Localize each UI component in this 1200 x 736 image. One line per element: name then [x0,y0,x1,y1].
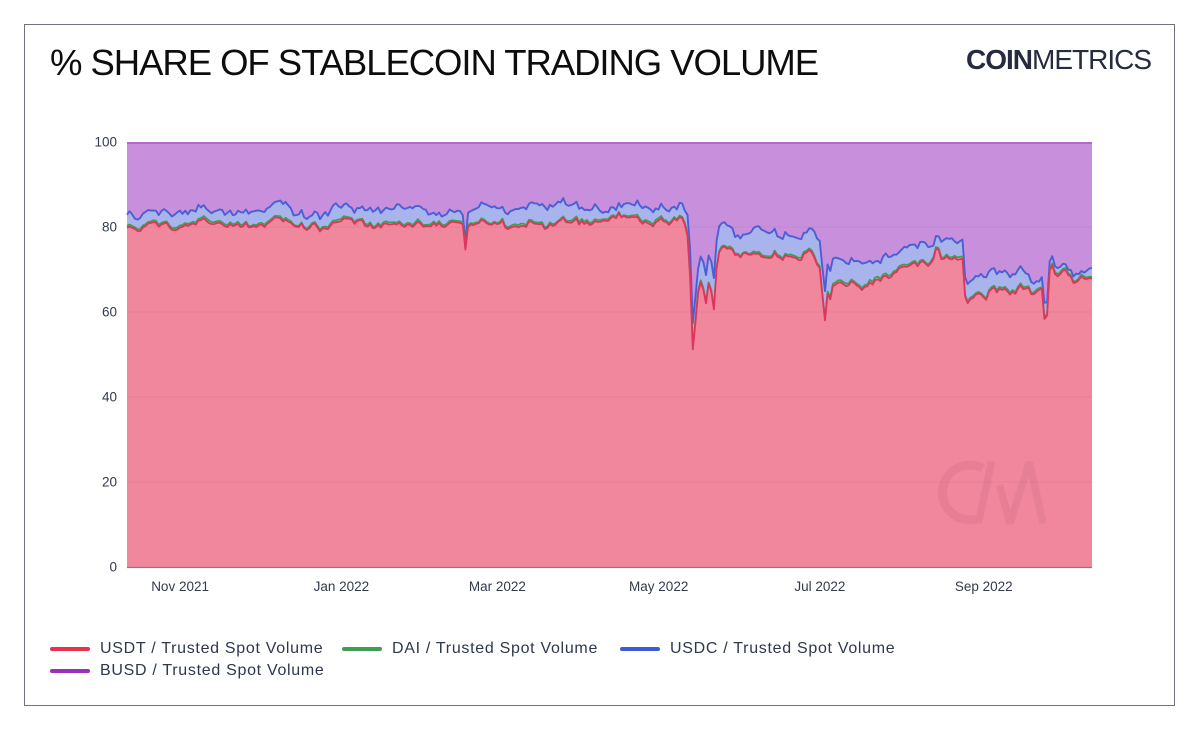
svg-text:20: 20 [102,475,117,490]
svg-text:0: 0 [109,560,117,575]
svg-text:Sep 2022: Sep 2022 [955,579,1013,594]
svg-text:80: 80 [102,220,117,235]
svg-text:40: 40 [102,390,117,405]
svg-text:100: 100 [94,135,117,150]
svg-text:Nov 2021: Nov 2021 [151,579,209,594]
svg-text:May 2022: May 2022 [629,579,688,594]
svg-text:60: 60 [102,305,117,320]
svg-text:Mar 2022: Mar 2022 [469,579,526,594]
svg-text:Jul 2022: Jul 2022 [794,579,845,594]
svg-text:Jan 2022: Jan 2022 [314,579,370,594]
